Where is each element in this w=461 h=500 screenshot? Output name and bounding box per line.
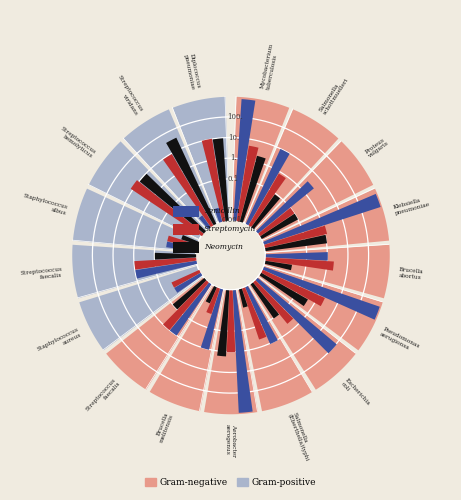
FancyBboxPatch shape	[173, 224, 199, 234]
Text: Escherichia
coli: Escherichia coli	[340, 377, 371, 410]
Text: Streptomycin: Streptomycin	[204, 224, 256, 232]
Text: Diplococcus
pneumoniae: Diplococcus pneumoniae	[183, 52, 201, 90]
Text: Streptococcus
viridans: Streptococcus viridans	[112, 74, 143, 116]
Text: Streptococcus
faecalis: Streptococcus faecalis	[85, 377, 121, 416]
Text: Proteus
vulgaris: Proteus vulgaris	[364, 136, 390, 160]
Text: Pseudomonas
aerugionsa: Pseudomonas aerugionsa	[379, 327, 420, 355]
Text: Klebsiella
pneumoniae: Klebsiella pneumoniae	[393, 196, 430, 216]
Text: Streptococcus
faecalis: Streptococcus faecalis	[19, 267, 63, 282]
Text: Salmonella
schottmuelleri: Salmonella schottmuelleri	[318, 74, 350, 116]
FancyBboxPatch shape	[173, 206, 199, 216]
Text: Salmonella
(Eberthella)typhi: Salmonella (Eberthella)typhi	[286, 411, 314, 462]
FancyBboxPatch shape	[173, 242, 199, 252]
Text: Mycobacterium
tuberculosis: Mycobacterium tuberculosis	[260, 42, 280, 90]
Text: Neomycin: Neomycin	[204, 242, 243, 250]
Text: Brucella
abortus: Brucella abortus	[398, 267, 424, 280]
Text: 0.001: 0.001	[221, 216, 242, 224]
Text: Brucella
melitensis: Brucella melitensis	[154, 411, 175, 443]
Text: 0.1: 0.1	[227, 175, 238, 183]
Legend: Gram-negative, Gram-positive: Gram-negative, Gram-positive	[142, 474, 319, 490]
Text: 10.: 10.	[229, 134, 240, 141]
Text: 1.: 1.	[230, 154, 237, 162]
Text: Penicillin: Penicillin	[204, 206, 240, 214]
Text: 100.: 100.	[227, 113, 242, 121]
Text: Staphylococcus
albus: Staphylococcus albus	[21, 194, 68, 216]
Text: Staphylococcus
aureus: Staphylococcus aureus	[36, 327, 82, 358]
Text: Streptococcus
hemolyticus: Streptococcus hemolyticus	[57, 126, 97, 160]
Text: Aerobacter
aerogenus: Aerobacter aerogenus	[225, 424, 236, 458]
Polygon shape	[195, 220, 266, 290]
